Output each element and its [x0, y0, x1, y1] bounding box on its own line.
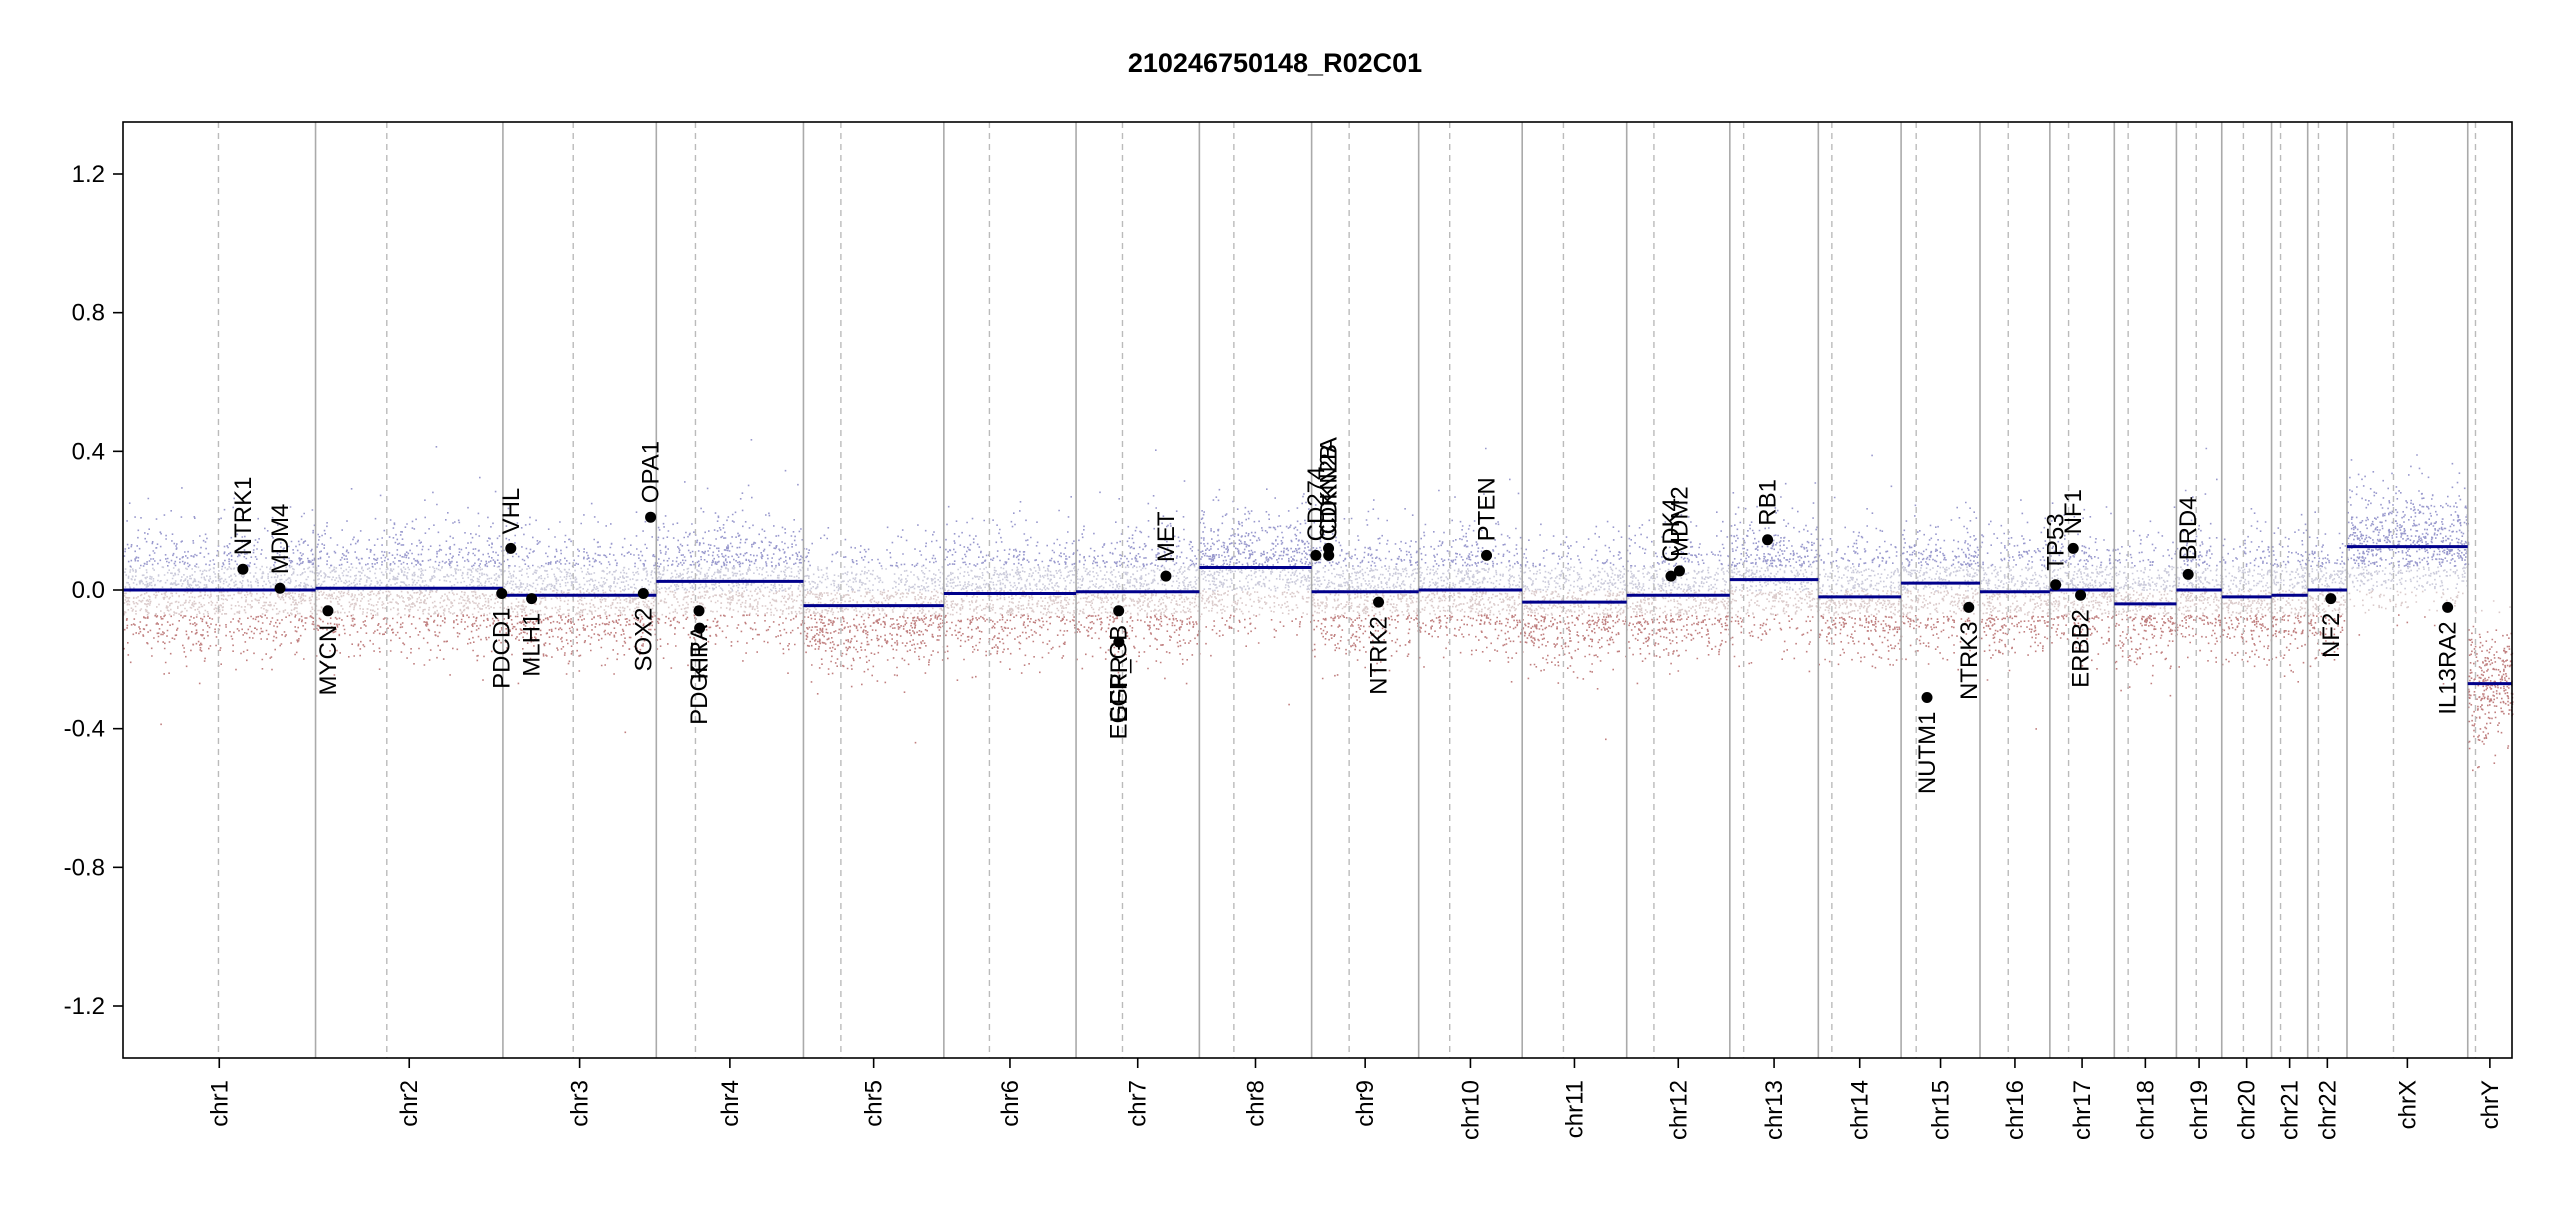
gene-label-MET: MET: [1153, 511, 1180, 562]
gene-label-PDCD1: PDCD1: [489, 607, 516, 688]
gene-point-NF2: [2325, 593, 2337, 605]
gene-label-MYCN: MYCN: [315, 625, 342, 696]
x-tick-label-chr6: chr6: [997, 1080, 1024, 1127]
gene-label-CD274: CD274: [1303, 467, 1330, 542]
gene-point-ERBB2: [2075, 589, 2087, 601]
gene-label-MLH1: MLH1: [519, 613, 546, 677]
gene-point-NUTM1: [1921, 691, 1933, 703]
gene-point-MET: [1160, 570, 1172, 582]
gene-point-KIT: [694, 622, 706, 634]
gene-label-IL13RA2: IL13RA2: [2435, 621, 2462, 714]
probes-loss: [123, 614, 2514, 772]
gene-label-NTRK1: NTRK1: [230, 477, 257, 556]
gene-point-MLH1: [526, 593, 538, 605]
gene-point-BRD4: [2182, 568, 2194, 580]
gene-label-SOX2: SOX2: [630, 607, 657, 671]
gene-point-SOX2: [637, 587, 649, 599]
gene-point-CDKN2B: [1323, 549, 1335, 561]
x-tick-label-chrX: chrX: [2394, 1080, 2421, 1129]
gene-label-NF1: NF1: [2060, 489, 2087, 534]
gene-point-PTEN: [1481, 549, 1493, 561]
gene-label-OPA1: OPA1: [638, 441, 665, 503]
x-tick-label-chr4: chr4: [717, 1080, 744, 1127]
x-tick-label-chr17: chr17: [2069, 1080, 2096, 1140]
gene-point-EGFR: [1113, 636, 1125, 648]
gene-point-MDM4: [274, 582, 286, 594]
gene-label-CDKN2A: CDKN2A: [1316, 437, 1343, 534]
gene-label-NUTM1: NUTM1: [1914, 711, 1941, 794]
x-tick-label-chr14: chr14: [1847, 1080, 1874, 1140]
y-tick-label: -1.2: [64, 993, 105, 1020]
y-tick-label: 0.8: [72, 300, 105, 327]
gene-label-MDM2: MDM2: [1666, 486, 1693, 557]
axes: -1.2 -0.8 -0.4 0.0 0.4 0.8 1.2 chr1 chr2 chr3 chr4…: [64, 121, 2513, 1140]
gene-label-KIT: KIT: [687, 642, 714, 680]
y-tick-label: -0.4: [64, 716, 105, 743]
x-tick-label-chr15: chr15: [1928, 1080, 1955, 1140]
gene-point-VHL: [505, 542, 517, 554]
gene-point-MDM2: [1673, 565, 1685, 577]
x-tick-label-chrY: chrY: [2477, 1080, 2504, 1129]
gene-label-PTEN: PTEN: [1474, 477, 1501, 541]
gene-label-VHL: VHL: [498, 488, 525, 535]
x-tick-label-chr7: chr7: [1125, 1080, 1152, 1127]
gene-label-CDKN2B: CDKN2B: [1316, 444, 1343, 541]
y-tick-label: 0.0: [72, 577, 105, 604]
gene-point-EGFR_GB: [1113, 605, 1125, 617]
x-tick-label-chr21: chr21: [2277, 1080, 2304, 1140]
x-tick-label-chr16: chr16: [2002, 1080, 2029, 1140]
gene-point-IL13RA2: [2442, 601, 2454, 613]
gene-label-NTRK2: NTRK2: [1366, 616, 1393, 695]
gene-point-CD274: [1310, 549, 1322, 561]
x-tick-label-chr18: chr18: [2132, 1080, 2159, 1140]
chart-title: 210246750148_R02C01: [1128, 48, 1422, 78]
x-tick-label-chr3: chr3: [567, 1080, 594, 1127]
gene-point-TP53: [2050, 579, 2062, 591]
x-tick-label-chr20: chr20: [2234, 1080, 2261, 1140]
gene-point-NTRK2: [1373, 596, 1385, 608]
probes-gain: [123, 439, 2470, 568]
gene-point-NTRK1: [237, 563, 249, 575]
gene-label-CDK4: CDK4: [1658, 498, 1685, 562]
x-tick-label-chr22: chr22: [2314, 1080, 2341, 1140]
gene-point-MYCN: [322, 605, 334, 617]
gene-label-BRD4: BRD4: [2175, 496, 2202, 560]
gene-label-NF2: NF2: [2318, 613, 2345, 658]
x-tick-label-chr2: chr2: [396, 1080, 423, 1127]
x-tick-label-chr1: chr1: [206, 1080, 233, 1127]
gene-label-RB1: RB1: [1755, 479, 1782, 526]
gene-label-PDGFRA: PDGFRA: [686, 625, 713, 725]
x-tick-label-chr12: chr12: [1665, 1080, 1692, 1140]
x-tick-label-chr8: chr8: [1242, 1080, 1269, 1127]
gene-label-ERBB2: ERBB2: [2068, 609, 2095, 688]
gene-label-MDM4: MDM4: [267, 504, 294, 575]
x-tick-label-chr19: chr19: [2186, 1080, 2213, 1140]
x-tick-label-chr10: chr10: [1457, 1080, 1484, 1140]
gene-point-CDK4: [1665, 570, 1677, 582]
probes-neutral-low: [123, 590, 2511, 616]
y-tick-label: 1.2: [72, 161, 105, 188]
chromosome-grid: [217, 122, 2477, 1058]
gene-label-NTRK3: NTRK3: [1956, 621, 1983, 700]
gene-markers: NTRK1 MDM4 MYCN PDCD1 VHL MLH1 SOX2 OPA1 PDGFRAK…: [230, 437, 2462, 794]
y-tick-label: 0.4: [72, 438, 105, 465]
gene-point-RB1: [1762, 534, 1774, 546]
gene-label-EGFR: EGFR: [1106, 656, 1133, 723]
x-tick-label-chr5: chr5: [861, 1080, 888, 1127]
gene-point-PDGFRA: [693, 605, 705, 617]
x-tick-label-chr9: chr9: [1352, 1080, 1379, 1127]
y-tick-label: -0.8: [64, 854, 105, 881]
gene-point-NF1: [2067, 542, 2079, 554]
x-tick-label-chr11: chr11: [1561, 1080, 1588, 1138]
gene-point-OPA1: [645, 511, 657, 523]
gene-label-TP53: TP53: [2043, 513, 2070, 570]
gene-point-NTRK3: [1963, 601, 1975, 613]
x-tick-label-chr13: chr13: [1761, 1080, 1788, 1140]
gene-point-PDCD1: [496, 587, 508, 599]
